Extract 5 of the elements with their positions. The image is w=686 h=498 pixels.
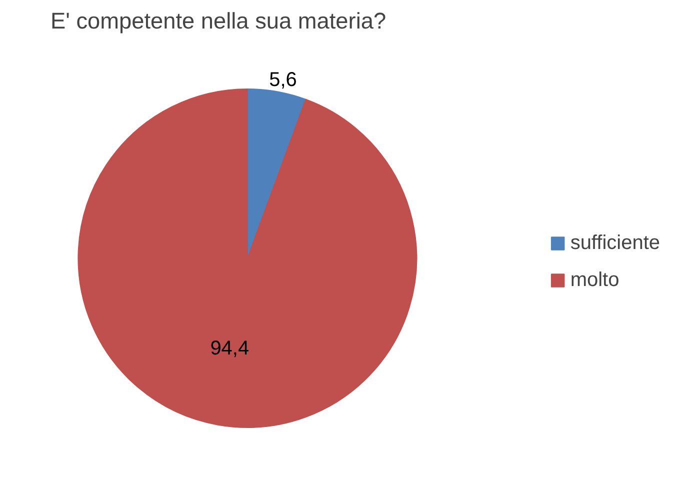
legend-label: molto: [570, 268, 620, 292]
data-label: 5,6: [269, 69, 297, 92]
legend-label: sufficiente: [570, 232, 660, 254]
data-label: 94,4: [210, 338, 250, 360]
chart-title: E' competente nella sua materia?: [50, 8, 386, 34]
